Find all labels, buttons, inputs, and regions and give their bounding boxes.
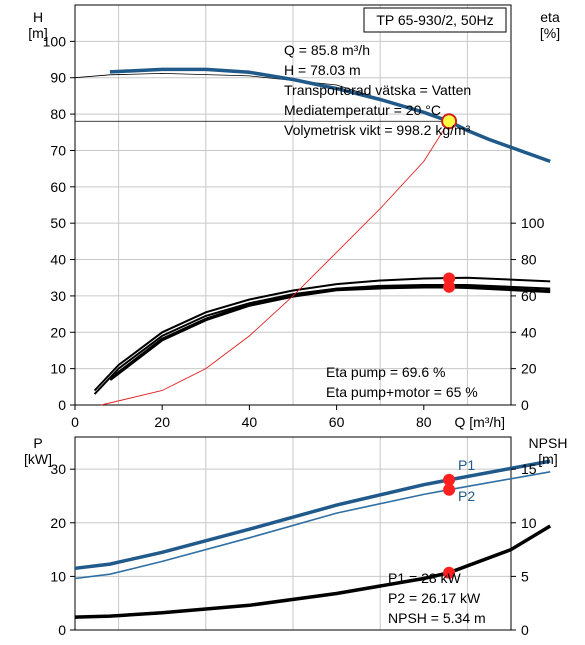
x-tick-label: 0 [71, 414, 79, 430]
npsh-axis-symbol: NPSH [529, 435, 568, 451]
info-temperature: Mediatemperatur = 20 °C [284, 102, 441, 118]
info-density: Volymetrisk vikt = 998.2 kg/m³ [284, 122, 471, 138]
head-tick-label: 30 [50, 288, 66, 304]
eta-marker [443, 280, 456, 293]
bottom-plot-frame [74, 436, 512, 631]
head-efficiency-chart: 0 20 40 60 80 0 10 20 30 40 50 60 70 80 90 100 0 20 40 60 80… [28, 4, 560, 430]
npsh-tick-label: 15 [521, 461, 537, 477]
top-left-axis-label: H [m] [28, 9, 47, 41]
top-plot-frame [74, 4, 512, 406]
head-tick-label: 40 [50, 252, 66, 268]
eta-tick-label: 60 [521, 288, 537, 304]
npsh-tick-label: 10 [521, 515, 537, 531]
eta-tick-label: 20 [521, 361, 537, 377]
head-tick-label: 0 [58, 397, 66, 413]
eta-pump-motor-curve [108, 285, 551, 381]
head-tick-label: 60 [50, 179, 66, 195]
eta-tick-label: 40 [521, 324, 537, 340]
pump-model-title: TP 65-930/2, 50Hz [376, 12, 493, 28]
p1-curve [74, 459, 551, 571]
head-tick-label: 20 [50, 324, 66, 340]
eta-tick-label: 80 [521, 252, 537, 268]
head-tick-label: 10 [50, 361, 66, 377]
power-tick-label: 30 [50, 461, 66, 477]
flow-axis-label: Q [m³/h] [454, 414, 505, 430]
eta-pump-curve-outer [93, 276, 551, 392]
power-tick-label: 20 [50, 515, 66, 531]
power-npsh-chart: 0 10 20 30 0 5 10 15 P [kW] NPSH [m] P1 P2 P1 =… [24, 435, 567, 638]
head-curve [109, 67, 551, 164]
power-marker [443, 566, 456, 579]
power-tick-label: 0 [58, 622, 66, 638]
eta-pump-readout: Eta pump = 69.6 % [326, 364, 445, 380]
bottom-curves [74, 459, 552, 619]
head-tick-label: 80 [50, 106, 66, 122]
head-axis-symbol: H [33, 9, 43, 25]
info-head: H = 78.03 m [284, 62, 361, 78]
pump-model-box [363, 7, 507, 33]
p2-readout: P2 = 26.17 kW [388, 590, 481, 606]
head-axis-unit: [m] [28, 25, 47, 41]
eta-axis-unit: [%] [540, 25, 560, 41]
head-tick-label: 90 [50, 70, 66, 86]
npsh-axis-unit: [m] [538, 451, 557, 467]
system-curve [101, 121, 450, 406]
top-right-axis-label: eta [%] [540, 9, 560, 41]
x-tick-label: 20 [154, 414, 170, 430]
bottom-left-axis-label: P [kW] [24, 435, 52, 467]
power-marker [443, 473, 456, 486]
npsh-readout: NPSH = 5.34 m [388, 610, 486, 626]
power-tick-label: 10 [50, 568, 66, 584]
operating-point-marker [441, 113, 458, 130]
top-curves [74, 67, 551, 406]
head-tick-label: 100 [43, 33, 67, 49]
info-liquid: Transporterad vätska = Vatten [284, 82, 471, 98]
p2-curve-label: P2 [458, 488, 475, 504]
head-tick-label: 50 [50, 215, 66, 231]
info-flow: Q = 85.8 m³/h [284, 42, 370, 58]
x-tick-label: 40 [242, 414, 258, 430]
eta-marker [443, 272, 456, 285]
head-tick-label: 70 [50, 142, 66, 158]
eta-axis-symbol: eta [540, 9, 560, 25]
eta-pump-curve-inner [93, 284, 551, 395]
x-tick-label: 60 [329, 414, 345, 430]
power-marker [443, 483, 456, 496]
npsh-tick-label: 5 [521, 568, 529, 584]
eta-total-readout: Eta pump+motor = 65 % [326, 384, 478, 400]
bottom-right-axis-label: NPSH [m] [529, 435, 568, 467]
p1-readout: P1 = 28 kW [388, 570, 462, 586]
power-axis-unit: [kW] [24, 451, 52, 467]
npsh-tick-label: 0 [521, 622, 529, 638]
p1-curve-label: P1 [458, 457, 475, 473]
eta-tick-label: 0 [521, 397, 529, 413]
x-tick-label: 80 [416, 414, 432, 430]
top-ticks: 0 20 40 60 80 0 10 20 30 40 50 60 70 80 90 100 0 20 40 60 80… [43, 33, 545, 430]
bottom-ticks: 0 10 20 30 0 5 10 15 [50, 461, 536, 638]
power-axis-symbol: P [33, 435, 42, 451]
npsh-curve [74, 524, 552, 619]
eta-tick-label: 100 [521, 215, 545, 231]
